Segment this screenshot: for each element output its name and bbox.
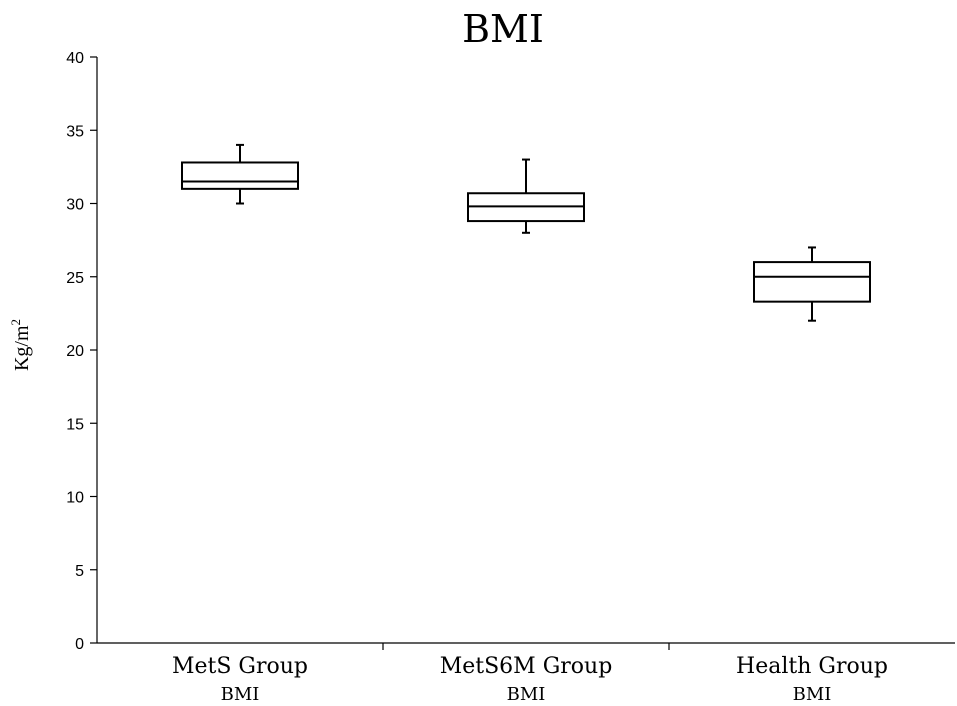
box-plot-2 <box>467 158 585 234</box>
y-axis-label-text: Kg/m <box>11 325 33 371</box>
axes: 0 5 10 15 20 25 30 35 40 <box>66 50 955 653</box>
y-tick-label: 5 <box>75 563 84 580</box>
chart-title: BMI <box>462 7 544 51</box>
y-axis-label: Kg/m2 <box>8 319 33 371</box>
y-tick-label: 30 <box>66 197 84 214</box>
y-tick-label: 15 <box>66 416 84 433</box>
x-category-label: Health Group <box>736 654 888 679</box>
y-tick-label: 40 <box>66 50 84 67</box>
box-plot-3 <box>753 246 871 322</box>
y-tick-label: 20 <box>66 343 84 360</box>
y-tick-label: 25 <box>66 270 84 287</box>
y-tick-label: 0 <box>75 636 84 653</box>
x-category-label: MetS Group <box>172 654 308 679</box>
y-tick-label: 10 <box>66 490 84 507</box>
y-axis-label-superscript: 2 <box>8 319 23 326</box>
x-category-label: MetS6M Group <box>440 654 613 679</box>
x-category-sublabel: BMI <box>507 684 546 705</box>
x-axis-labels: MetS Group BMI MetS6M Group BMI Health Group… <box>172 654 888 705</box>
x-category-sublabel: BMI <box>793 684 832 705</box>
box-plot-1 <box>181 143 299 205</box>
x-category-sublabel: BMI <box>221 684 260 705</box>
iqr-box <box>753 261 871 303</box>
y-tick-label: 35 <box>66 123 84 140</box>
box-series <box>181 143 871 322</box>
iqr-box <box>181 161 299 190</box>
